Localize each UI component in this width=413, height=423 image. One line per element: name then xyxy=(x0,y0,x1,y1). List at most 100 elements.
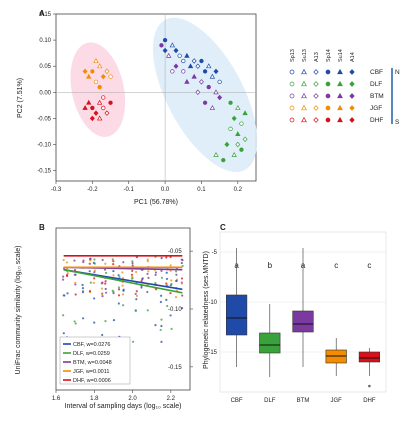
legend-symbol xyxy=(313,93,319,99)
data-point xyxy=(131,262,134,265)
legend-symbol xyxy=(313,69,319,75)
data-point xyxy=(82,260,85,264)
legend-label: DHF, w=0.0006 xyxy=(73,378,111,384)
data-point xyxy=(160,318,163,321)
x-tick-label: 1.6 xyxy=(52,396,61,402)
y-tick-label: -10 xyxy=(208,300,217,306)
legend-row-label: JGF xyxy=(370,105,382,112)
data-point xyxy=(159,300,162,304)
data-point xyxy=(160,324,163,328)
panel-a: A -0.3 -0.2 -0.1 0.0 0.1 0.20.150.100.050.00-… xyxy=(17,9,400,206)
legend-symbol xyxy=(337,80,343,87)
point-DLF xyxy=(228,126,233,131)
data-point xyxy=(61,278,65,281)
data-point xyxy=(160,276,164,279)
point-JGF xyxy=(100,73,106,80)
legend-symbol xyxy=(289,69,295,75)
data-point xyxy=(93,297,96,300)
point-DLF xyxy=(242,136,248,142)
data-point xyxy=(112,269,115,273)
point-BTM xyxy=(202,100,208,105)
point-JGF xyxy=(86,73,92,79)
data-point xyxy=(92,281,96,284)
x-tick-label: CBF xyxy=(231,398,243,404)
data-point xyxy=(101,258,104,262)
data-point xyxy=(93,277,96,280)
point-DHF xyxy=(89,115,95,122)
data-point xyxy=(100,292,104,296)
legend-symbol xyxy=(349,117,355,123)
data-point xyxy=(147,276,150,279)
point-CBF xyxy=(199,58,204,64)
y-tick-label: -0.15 xyxy=(37,169,51,175)
y-tick-label: -0.15 xyxy=(168,365,182,371)
legend-symbol xyxy=(325,117,331,123)
point-BTM xyxy=(173,63,179,69)
legend-column-label: Su14 xyxy=(338,49,344,62)
point-DHF xyxy=(96,115,103,121)
data-point xyxy=(117,294,121,297)
point-DHF xyxy=(101,105,106,111)
x-tick-label: JGF xyxy=(331,398,343,404)
regression-line xyxy=(63,268,183,294)
gradient-top-label: N xyxy=(395,69,400,76)
x-tick-label: -0.2 xyxy=(87,187,98,193)
panel-b-ylabel: UniFrac community similarity (log₁₀ scal… xyxy=(15,246,22,375)
ellipse-north xyxy=(152,17,258,173)
legend-row-label: DLF xyxy=(370,81,382,88)
y-tick-label: -15 xyxy=(208,350,217,356)
data-point xyxy=(104,287,107,291)
data-point xyxy=(174,270,178,273)
x-tick-label: 0.2 xyxy=(234,187,243,193)
data-point xyxy=(65,261,69,264)
data-point xyxy=(121,284,124,287)
data-point xyxy=(105,291,108,294)
point-CBF xyxy=(217,79,222,84)
data-point xyxy=(117,274,120,277)
y-tick-label: 0.00 xyxy=(39,90,51,96)
data-point xyxy=(81,283,84,287)
x-tick-label: 0.1 xyxy=(197,187,206,193)
legend-row-label: CBF xyxy=(370,69,383,76)
data-point xyxy=(62,332,65,335)
data-point xyxy=(180,258,183,261)
data-point xyxy=(100,287,104,290)
significance-letter: a xyxy=(301,261,306,270)
point-DHF xyxy=(104,110,110,116)
data-point xyxy=(101,294,104,298)
data-point xyxy=(174,295,178,299)
x-tick-label: 1.8 xyxy=(90,396,99,402)
data-point xyxy=(165,282,168,285)
data-point xyxy=(169,264,172,267)
data-point xyxy=(165,256,168,259)
data-point xyxy=(121,293,125,296)
legend-label: CBF, w=0.0276 xyxy=(73,342,110,348)
point-DHF xyxy=(101,95,106,100)
data-point xyxy=(159,328,162,332)
data-point xyxy=(104,262,107,265)
data-point xyxy=(81,287,85,290)
point-BTM xyxy=(191,73,197,79)
data-point xyxy=(180,282,183,285)
x-tick-label: 2.0 xyxy=(128,396,137,402)
data-point xyxy=(74,283,77,286)
data-point xyxy=(180,277,184,280)
legend-symbol xyxy=(289,93,295,99)
legend-symbol xyxy=(289,81,295,87)
data-point xyxy=(81,291,85,294)
point-DHF xyxy=(96,99,103,105)
data-point xyxy=(175,279,178,282)
y-tick-label: 0.10 xyxy=(39,38,51,44)
data-point xyxy=(160,256,163,260)
data-point xyxy=(165,271,168,274)
data-point xyxy=(131,264,134,267)
data-point xyxy=(112,274,115,277)
data-point xyxy=(100,282,103,285)
data-point xyxy=(135,256,139,259)
point-DLF xyxy=(235,105,241,110)
data-point xyxy=(101,333,104,337)
legend-symbol xyxy=(313,105,319,111)
data-point xyxy=(169,314,172,317)
point-DLF xyxy=(242,110,248,116)
data-point xyxy=(74,293,77,296)
